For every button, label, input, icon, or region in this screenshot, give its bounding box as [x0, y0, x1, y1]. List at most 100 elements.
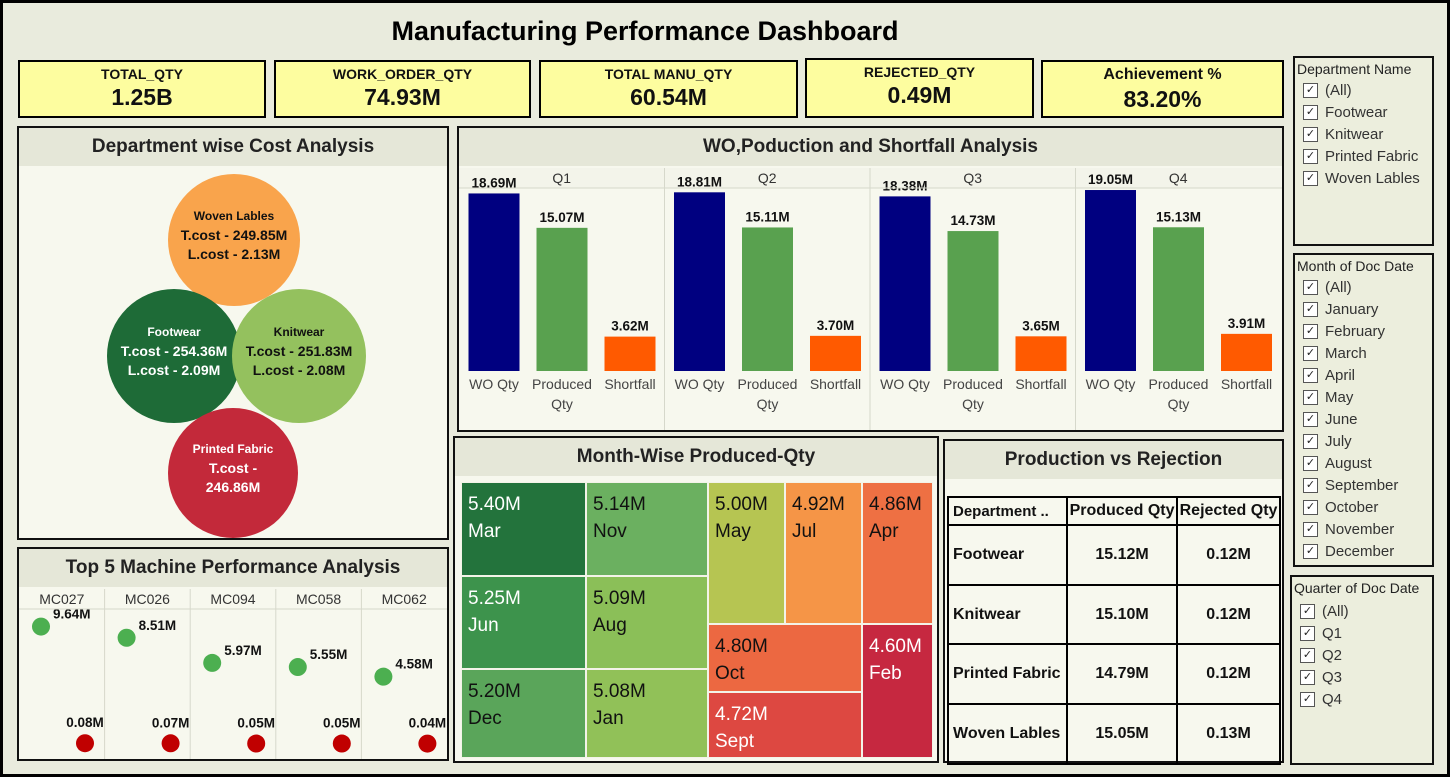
tile-value: 5.20M: [468, 681, 521, 702]
tile-month: Sept: [715, 731, 755, 752]
table-row: Footwear 15.12M 0.12M: [947, 524, 1281, 586]
filter-option[interactable]: ✓ February: [1295, 320, 1432, 342]
table-cell: 15.05M: [1065, 703, 1179, 765]
tile-value: 5.25M: [468, 588, 521, 609]
filter-option[interactable]: ✓ (All): [1295, 79, 1432, 101]
filter-option-label: January: [1325, 300, 1379, 318]
checkbox-checked-icon[interactable]: ✓: [1300, 647, 1315, 663]
checkbox-checked-icon[interactable]: ✓: [1300, 603, 1315, 619]
tile-value: 5.00M: [715, 494, 768, 515]
checkbox-checked-icon[interactable]: ✓: [1303, 82, 1318, 98]
filter-option[interactable]: ✓ Woven Lables: [1295, 167, 1432, 189]
bubble-value: L.cost - 2.08M: [253, 362, 346, 378]
table-cell: 15.10M: [1065, 584, 1179, 645]
dot-rejected: [247, 734, 266, 753]
filter-list: ✓ (All) ✓ Q1 ✓ Q2 ✓ Q3 ✓ Q4: [1292, 600, 1432, 710]
checkbox-checked-icon[interactable]: ✓: [1300, 625, 1315, 641]
checkbox-checked-icon[interactable]: ✓: [1303, 389, 1318, 405]
bar: [468, 193, 520, 371]
month-tile[interactable]: 5.40M Mar: [461, 482, 586, 576]
filter-option[interactable]: ✓ October: [1295, 496, 1432, 518]
bar-label: 15.07M: [539, 210, 584, 225]
checkbox-checked-icon[interactable]: ✓: [1300, 669, 1315, 685]
checkbox-checked-icon[interactable]: ✓: [1303, 126, 1318, 142]
filter-option[interactable]: ✓ Knitwear: [1295, 123, 1432, 145]
checkbox-checked-icon[interactable]: ✓: [1303, 477, 1318, 493]
filter-option-label: Q2: [1322, 646, 1343, 664]
month-tile[interactable]: 5.08M Jan: [586, 669, 708, 758]
checkbox-checked-icon[interactable]: ✓: [1303, 543, 1318, 559]
bar: [947, 231, 999, 371]
tile-month: May: [715, 521, 751, 542]
filter-option[interactable]: ✓ Q3: [1292, 666, 1432, 688]
filter-option-label: Q1: [1322, 624, 1343, 642]
checkbox-checked-icon[interactable]: ✓: [1303, 499, 1318, 515]
column-header[interactable]: Department ..: [947, 496, 1068, 526]
checkbox-checked-icon[interactable]: ✓: [1303, 521, 1318, 537]
month-tile[interactable]: 5.20M Dec: [461, 669, 586, 758]
checkbox-checked-icon[interactable]: ✓: [1303, 345, 1318, 361]
month-tile[interactable]: 4.92M Jul: [785, 482, 862, 624]
filter-option[interactable]: ✓ December: [1295, 540, 1432, 562]
kpi-work-order-qty: WORK_ORDER_QTY 74.93M: [274, 60, 531, 118]
checkbox-checked-icon[interactable]: ✓: [1303, 170, 1318, 186]
rejection-panel: Production vs Rejection Department .. Pr…: [943, 439, 1284, 765]
tile-value: 5.08M: [593, 681, 646, 702]
filter-option[interactable]: ✓ August: [1295, 452, 1432, 474]
checkbox-checked-icon[interactable]: ✓: [1303, 455, 1318, 471]
checkbox-checked-icon[interactable]: ✓: [1303, 411, 1318, 427]
filter-option[interactable]: ✓ Q2: [1292, 644, 1432, 666]
kpi-label: REJECTED_QTY: [863, 64, 976, 80]
column-header[interactable]: Rejected Qty: [1176, 496, 1281, 526]
tile-month: Apr: [869, 521, 899, 542]
filter-option[interactable]: ✓ Footwear: [1295, 101, 1432, 123]
month-tile[interactable]: 4.60M Feb: [862, 624, 933, 758]
filter-option[interactable]: ✓ Q1: [1292, 622, 1432, 644]
filter-option[interactable]: ✓ November: [1295, 518, 1432, 540]
checkbox-checked-icon[interactable]: ✓: [1303, 279, 1318, 295]
month-tile[interactable]: 4.86M Apr: [862, 482, 933, 624]
filter-option[interactable]: ✓ (All): [1295, 276, 1432, 298]
month-tile[interactable]: 4.72M Sept: [708, 692, 862, 758]
category-label: Qty: [1168, 396, 1190, 412]
checkbox-checked-icon[interactable]: ✓: [1303, 433, 1318, 449]
filter-title: Quarter of Doc Date: [1294, 580, 1420, 596]
filter-option[interactable]: ✓ July: [1295, 430, 1432, 452]
category-label: Shortfall: [810, 376, 861, 392]
checkbox-checked-icon[interactable]: ✓: [1303, 104, 1318, 120]
filter-option[interactable]: ✓ April: [1295, 364, 1432, 386]
checkbox-checked-icon[interactable]: ✓: [1303, 301, 1318, 317]
kpi-label: TOTAL_QTY: [101, 66, 183, 82]
month-tile[interactable]: 5.14M Nov: [586, 482, 708, 576]
month-tile[interactable]: 4.80M Oct: [708, 624, 862, 692]
filter-option[interactable]: ✓ March: [1295, 342, 1432, 364]
filter-option[interactable]: ✓ Q4: [1292, 688, 1432, 710]
bar-label: 14.73M: [950, 213, 995, 228]
filter-option[interactable]: ✓ September: [1295, 474, 1432, 496]
filter-option[interactable]: ✓ June: [1295, 408, 1432, 430]
dot-rejected: [76, 734, 94, 753]
tile-value: 4.80M: [715, 636, 768, 657]
dot-label: 9.64M: [53, 607, 91, 622]
checkbox-checked-icon[interactable]: ✓: [1303, 367, 1318, 383]
machine-label: MC026: [125, 591, 170, 607]
month-tile[interactable]: 5.09M Aug: [586, 576, 708, 669]
checkbox-checked-icon[interactable]: ✓: [1300, 691, 1315, 707]
bubble-name: Woven Lables: [194, 209, 275, 223]
filter-option[interactable]: ✓ (All): [1292, 600, 1432, 622]
filter-option[interactable]: ✓ January: [1295, 298, 1432, 320]
category-label: Qty: [551, 396, 573, 412]
bar: [810, 335, 861, 371]
month-tile[interactable]: 5.00M May: [708, 482, 785, 624]
bubble-name: Knitwear: [274, 325, 325, 339]
checkbox-checked-icon[interactable]: ✓: [1303, 323, 1318, 339]
quarter-filter: Quarter of Doc Date ✓ (All) ✓ Q1 ✓ Q2 ✓ Q3 ✓ Q4: [1290, 575, 1434, 765]
filter-option-label: November: [1325, 520, 1395, 538]
kpi-value: 0.49M: [887, 82, 952, 108]
month-tile[interactable]: 5.25M Jun: [461, 576, 586, 669]
checkbox-checked-icon[interactable]: ✓: [1303, 148, 1318, 164]
filter-option[interactable]: ✓ May: [1295, 386, 1432, 408]
month-filter: Month of Doc Date ✓ (All) ✓ January ✓ Februar…: [1293, 253, 1434, 567]
filter-option[interactable]: ✓ Printed Fabric: [1295, 145, 1432, 167]
column-header[interactable]: Produced Qty: [1065, 496, 1179, 526]
